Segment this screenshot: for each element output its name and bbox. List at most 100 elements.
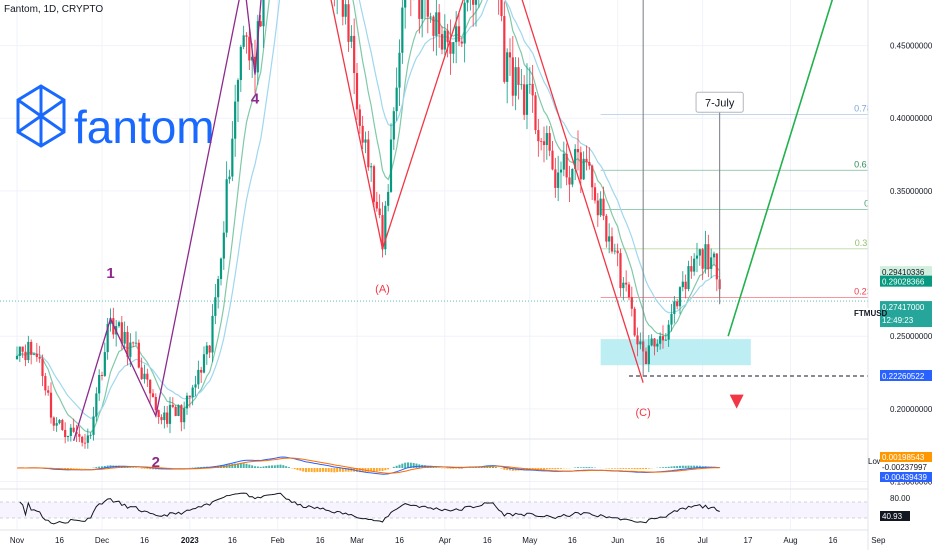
candle-body [508,52,512,58]
macd-histogram-bar [276,464,279,468]
candle-body [188,395,191,398]
macd-histogram-bar [695,465,698,468]
candle-body [701,249,704,269]
candle-body [639,341,642,345]
macd-histogram-bar [630,468,633,469]
candle-body [83,442,87,444]
macd-histogram-bar [698,465,701,468]
candle-body [89,434,92,436]
macd-histogram-bar [384,468,387,471]
wave-label: 4 [251,91,260,108]
candle-body [259,21,262,27]
candle-body [520,84,523,86]
candle-body [426,0,429,17]
macd-histogram-bar [616,468,619,469]
candle-body [49,392,53,418]
candle-body [370,166,373,168]
candle-body [234,101,237,139]
candle-body [664,339,667,341]
time-tick-label: 16 [656,536,665,545]
time-tick-label: Feb [271,536,285,545]
candle-body [531,83,534,96]
macd-histogram-bar [636,468,639,470]
candle-body [21,346,24,352]
macd-histogram-bar [540,468,543,470]
candle-body [559,169,563,173]
callout-text: 7-July [705,97,735,109]
candle-body [61,420,64,430]
support-price-tag-bg [880,370,932,381]
rsi-last-bg [880,511,910,521]
correction-label: (C) [636,407,651,419]
fantom-logo-text: fantom [74,101,215,153]
candle-body [217,279,220,298]
macd-histogram-bar [557,468,560,470]
candle-body [712,253,716,258]
candle-body [548,133,551,151]
macd-histogram-bar [452,468,455,469]
candle-body [44,376,47,391]
macd-histogram-bar [239,463,242,468]
macd-histogram-bar [659,467,662,468]
support-price-tag: 0.22260522 [882,372,925,381]
macd-histogram-bar [548,468,551,470]
candle-body [30,341,33,355]
macd-histogram-bar [197,467,200,468]
candle-body [149,379,152,394]
candle-body [245,35,248,37]
candle-body [341,0,344,17]
time-tick-label: Sep [871,536,886,545]
candle-body [389,139,393,192]
candle-body [613,250,616,252]
candle-body [653,338,656,347]
candle-body [644,351,648,365]
macd-histogram-bar [681,465,684,468]
candle-body [605,215,608,242]
candle-body [364,139,367,143]
candle-body [667,324,670,340]
projection-arrow-line [727,0,834,337]
candle-body [120,322,123,344]
candle-body [378,208,381,216]
candle-body [109,318,112,325]
candle-body [24,351,27,361]
macd-histogram-bar [585,467,588,468]
macd-histogram-bar [576,467,579,468]
macd-histogram-bar [664,467,667,468]
macd-pane [16,456,721,475]
macd-histogram-bar [367,468,370,472]
macd-histogram-bar [395,465,398,468]
candle-body [177,405,180,417]
macd-histogram-bar [265,465,268,468]
candle-body [401,7,404,53]
macd-histogram-bar [194,467,197,468]
macd-histogram-bar [268,465,271,468]
candle-body [627,284,631,298]
macd-histogram-bar [537,468,540,470]
candle-body [571,168,574,185]
candle-body [500,0,503,17]
macd-histogram-bar [248,464,251,468]
macd-histogram-bar [491,466,494,468]
macd-histogram-bar [667,466,670,468]
candle-body [647,345,650,365]
candle-body [191,387,194,398]
candle-body [381,215,384,250]
candle-body [163,412,166,421]
candle-body [435,12,438,36]
candle-body [174,406,177,417]
time-tick-label: May [522,536,537,545]
candle-body [361,125,364,143]
macd-histogram-bar [259,466,262,468]
macd-histogram-bar [398,464,401,468]
ema-line-20 [16,0,720,419]
price-tick-label: 0.35000000 [890,187,932,196]
candle-body [574,149,577,169]
price-axis: 0.700000000.650000000.600000000.55000000… [854,0,932,550]
candle-body [432,16,435,36]
macd-histogram-bar [457,468,460,469]
candle-body [443,30,446,50]
candle-body [690,266,693,272]
rsi-line [19,492,720,525]
macd-tag-bg [880,462,932,472]
